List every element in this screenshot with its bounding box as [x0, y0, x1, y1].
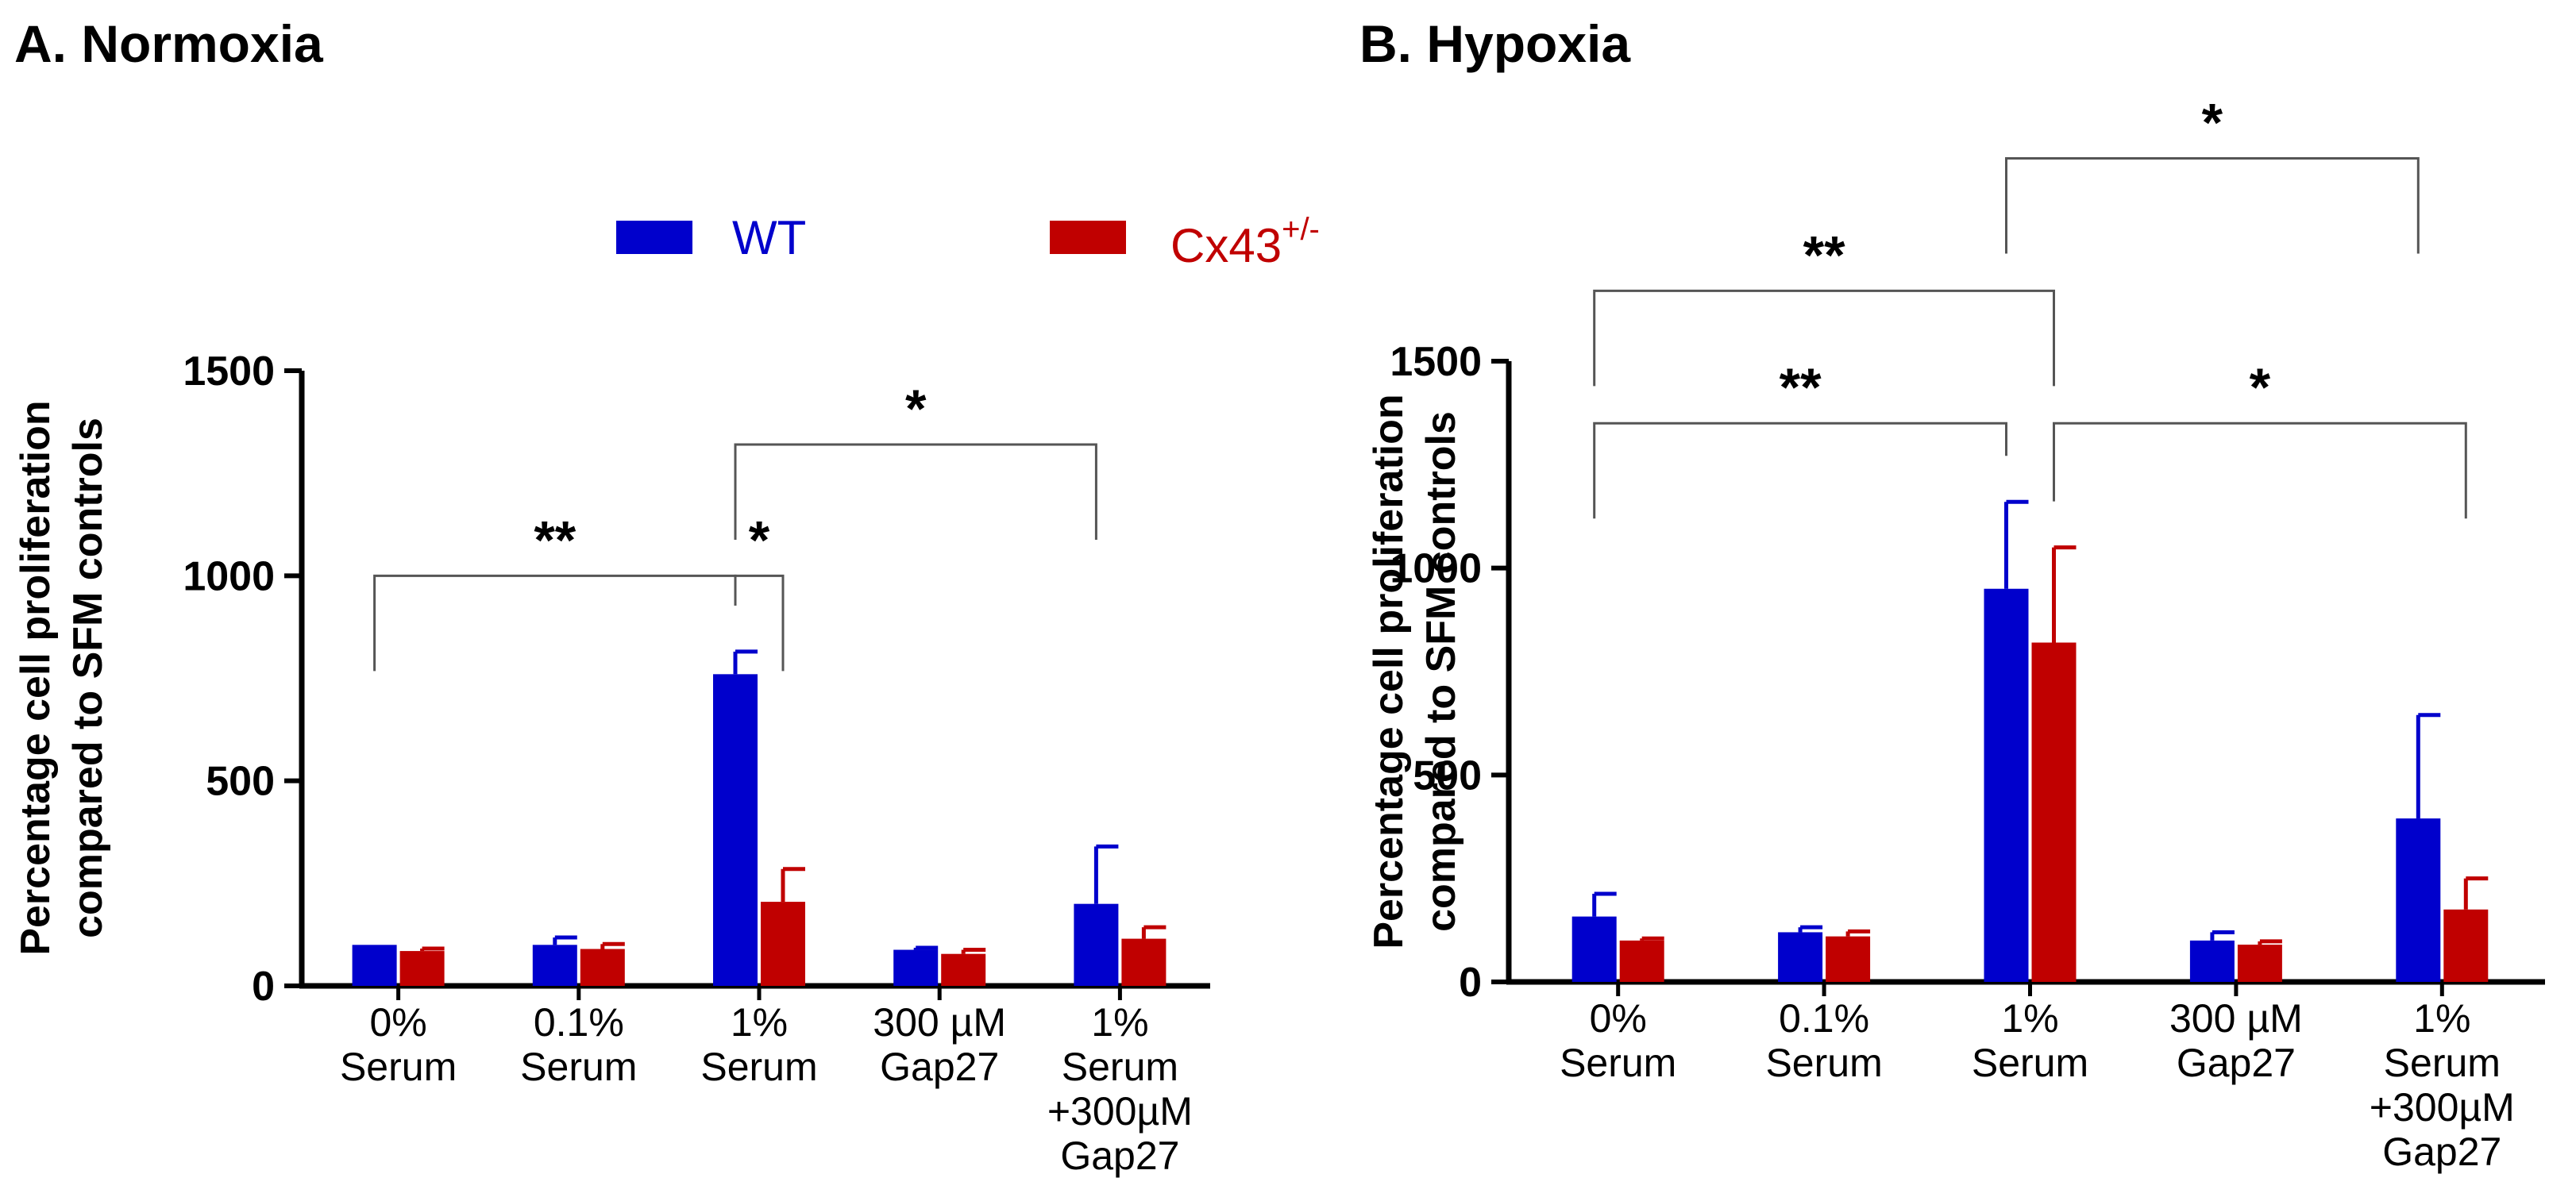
b-significance-label-2: **: [1803, 225, 1845, 285]
a-significance-label-1: *: [749, 510, 770, 570]
a-category-label-3-line-2: Gap27: [880, 1045, 999, 1089]
legend-cx43-label: Cx43+/-: [1170, 212, 1320, 272]
b-y-axis-label-line-1: Percentage cell proliferation: [1366, 394, 1412, 949]
b-bar-cx43-2: [2031, 642, 2077, 982]
b-significance-bracket-1: [2053, 422, 2467, 519]
b-category-label-0-line-2: Serum: [1560, 1041, 1676, 1085]
b-category-label-4-line-1: 1%: [2413, 996, 2470, 1041]
a-category-label-4-line-3: +300µM: [1047, 1089, 1193, 1134]
a-y-tick-label-0: 0: [252, 964, 275, 1010]
b-category-label-1-line-2: Serum: [1765, 1041, 1882, 1085]
a-bar-wt-2: [713, 674, 758, 986]
a-y-axis-label-line-1: Percentage cell proliferation: [13, 400, 59, 955]
panel-a-title: A. Normoxia: [14, 14, 324, 73]
legend-cx43-name: Cx43: [1170, 219, 1282, 272]
a-category-label-3-line-1: 300 µM: [873, 1000, 1006, 1045]
b-category-label-4-line-4: Gap27: [2382, 1130, 2501, 1174]
b-y-tick-label-500: 500: [1413, 753, 1482, 799]
panel-b-chart: Percentage cell proliferation compared to…: [1366, 93, 2545, 1174]
a-significance-bracket-2: [734, 443, 1097, 540]
b-category-label-2-line-2: Serum: [1972, 1041, 2088, 1085]
a-bar-cx43-1: [580, 949, 625, 986]
a-category-label-0-line-2: Serum: [340, 1045, 457, 1089]
b-y-tick-label-0: 0: [1459, 960, 1482, 1006]
legend-wt-label: WT: [732, 211, 806, 264]
b-y-tick-label-1000: 1000: [1390, 546, 1482, 592]
panel-b-title: B. Hypoxia: [1359, 14, 1631, 73]
b-category-label-3-line-1: 300 µM: [2169, 996, 2303, 1041]
b-bar-cx43-4: [2443, 909, 2489, 982]
a-category-label-1-line-2: Serum: [520, 1045, 637, 1089]
a-category-label-0-line-1: 0%: [369, 1000, 426, 1045]
a-bar-cx43-2: [761, 902, 805, 986]
a-bar-cx43-0: [399, 951, 445, 986]
b-significance-bracket-3: [2005, 157, 2420, 254]
b-bar-wt-1: [1778, 932, 1823, 982]
a-bar-cx43-4: [1121, 938, 1167, 986]
a-y-tick-label-1000: 1000: [183, 553, 275, 599]
b-bar-cx43-1: [1826, 936, 1871, 982]
a-y-tick-label-500: 500: [206, 759, 275, 805]
a-significance-label-0: **: [534, 510, 576, 570]
b-bar-cx43-3: [2237, 945, 2282, 982]
b-bar-wt-0: [1571, 916, 1617, 982]
b-bar-wt-4: [2396, 818, 2441, 982]
b-significance-bracket-2: [1593, 289, 2055, 387]
legend-cx43-superscript: +/-: [1282, 212, 1320, 247]
panel-a-chart: Percentage cell proliferation compared to…: [13, 348, 1210, 1178]
a-bar-wt-3: [893, 949, 939, 986]
b-category-label-4-line-2: Serum: [2384, 1041, 2501, 1085]
b-category-label-2-line-1: 1%: [2001, 996, 2058, 1041]
b-significance-label-0: **: [1780, 357, 1822, 418]
a-bar-cx43-3: [941, 953, 986, 986]
a-category-label-2-line-1: 1%: [731, 1000, 788, 1045]
legend-cx43-swatch: [1050, 221, 1126, 254]
b-significance-label-3: *: [2202, 93, 2223, 153]
b-bar-cx43-0: [1619, 940, 1664, 982]
a-significance-label-2: *: [905, 379, 927, 439]
a-category-label-4-line-2: Serum: [1062, 1045, 1178, 1089]
b-y-axis-label-line-2: compared to SFM controls: [1418, 411, 1464, 932]
b-category-label-4-line-3: +300µM: [2370, 1085, 2515, 1130]
b-category-label-0-line-1: 0%: [1590, 996, 1647, 1041]
b-significance-bracket-0: [1593, 422, 2007, 519]
a-significance-bracket-1: [734, 574, 785, 672]
b-significance-label-1: *: [2250, 357, 2271, 418]
a-category-label-4-line-1: 1%: [1091, 1000, 1148, 1045]
a-bar-wt-1: [532, 945, 577, 986]
legend: WT Cx43+/-: [616, 211, 1320, 272]
b-y-tick-label-1500: 1500: [1390, 339, 1482, 385]
a-category-label-2-line-2: Serum: [700, 1045, 817, 1089]
a-bar-wt-0: [352, 945, 397, 986]
a-significance-bracket-0: [373, 574, 737, 672]
a-category-label-1-line-1: 0.1%: [534, 1000, 624, 1045]
a-bar-wt-4: [1074, 903, 1119, 986]
b-bar-wt-3: [2189, 940, 2235, 982]
b-category-label-1-line-1: 0.1%: [1779, 996, 1869, 1041]
a-y-axis-label-line-2: compared to SFM controls: [65, 418, 111, 938]
a-category-label-4-line-4: Gap27: [1060, 1134, 1179, 1178]
b-category-label-3-line-2: Gap27: [2177, 1041, 2296, 1085]
a-y-tick-label-1500: 1500: [183, 348, 275, 395]
legend-wt-swatch: [616, 221, 692, 254]
b-bar-wt-2: [1984, 588, 2029, 982]
